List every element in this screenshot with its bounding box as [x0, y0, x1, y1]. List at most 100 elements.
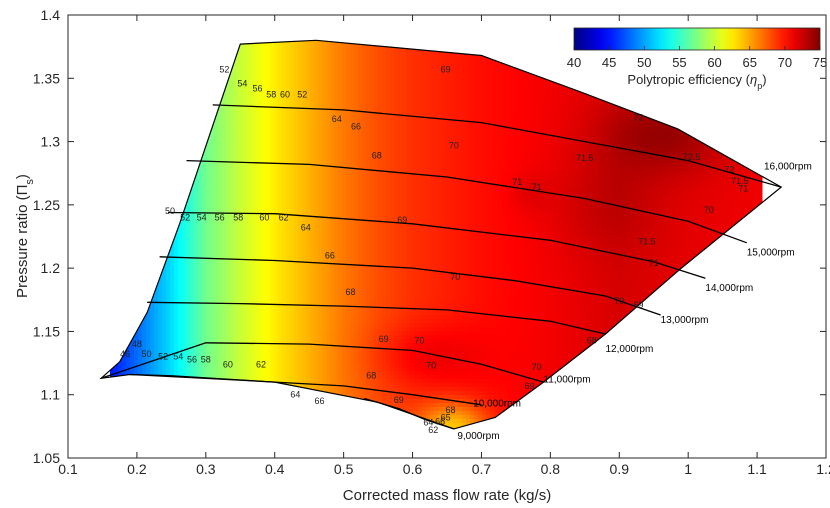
heat-cell [206, 367, 211, 372]
heat-cell [234, 291, 239, 296]
heat-cell [138, 367, 143, 372]
heat-cell [274, 311, 279, 316]
heat-cell [270, 127, 275, 132]
heat-cell [190, 327, 195, 332]
heat-cell [258, 355, 263, 360]
heat-cell [202, 347, 207, 352]
heat-cell [258, 67, 263, 72]
heat-cell [242, 83, 247, 88]
heat-cell [206, 347, 211, 352]
heat-cell [202, 163, 207, 168]
heat-cell [282, 111, 287, 116]
heat-cell [198, 207, 203, 212]
heat-cell [226, 107, 231, 112]
heat-cell [254, 167, 259, 172]
heat-cell [298, 347, 303, 352]
heat-cell [290, 335, 295, 340]
heat-cell [274, 303, 279, 308]
heat-cell [134, 355, 139, 360]
heat-cell [290, 91, 295, 96]
heat-cell [254, 63, 259, 68]
heat-cell [194, 371, 199, 376]
heat-cell [250, 335, 255, 340]
heat-cell [278, 263, 283, 268]
heat-cell [298, 143, 303, 148]
heat-cell [238, 299, 243, 304]
heat-cell [298, 271, 303, 276]
heat-cell [262, 331, 267, 336]
heat-cell [278, 99, 283, 104]
heat-cell [250, 215, 255, 220]
heat-cell [254, 279, 259, 284]
heat-cell [302, 195, 307, 200]
heat-cell [218, 255, 223, 260]
heat-cell [218, 203, 223, 208]
heat-cell [142, 371, 147, 376]
heat-cell [254, 291, 259, 296]
heat-cell [286, 103, 291, 108]
heat-cell [146, 319, 151, 324]
heat-cell [254, 243, 259, 248]
heat-cell [218, 115, 223, 120]
heat-cell [250, 183, 255, 188]
heat-cell [246, 223, 251, 228]
heat-cell [302, 139, 307, 144]
heat-cell [298, 339, 303, 344]
heat-cell [202, 315, 207, 320]
heat-cell [294, 283, 299, 288]
heat-cell [230, 239, 235, 244]
heat-cell [170, 335, 175, 340]
heat-cell [234, 199, 239, 204]
heat-cell [238, 219, 243, 224]
heat-cell [226, 235, 231, 240]
heat-cell [254, 171, 259, 176]
heat-cell [274, 363, 279, 368]
heat-cell [302, 187, 307, 192]
heat-cell [222, 207, 227, 212]
heat-cell [274, 375, 279, 380]
heat-cell [266, 335, 271, 340]
heat-cell [214, 147, 219, 152]
heat-cell [174, 335, 179, 340]
heat-cell [274, 187, 279, 192]
heat-cell [262, 135, 267, 140]
heat-cell [266, 275, 271, 280]
heat-cell [254, 95, 259, 100]
heat-cell [266, 107, 271, 112]
heat-cell [218, 199, 223, 204]
heat-cell [206, 375, 211, 380]
heat-cell [166, 283, 171, 288]
heat-cell [146, 367, 151, 372]
heat-cell [226, 375, 231, 380]
heat-cell [266, 159, 271, 164]
heat-cell [278, 163, 283, 168]
heat-cell [282, 279, 287, 284]
heat-cell [258, 335, 263, 340]
heat-cell [210, 135, 215, 140]
heat-cell [246, 147, 251, 152]
heat-cell [190, 235, 195, 240]
heat-cell [202, 235, 207, 240]
heat-cell [194, 287, 199, 292]
heat-cell [234, 87, 239, 92]
heat-cell [198, 351, 203, 356]
heat-cell [290, 339, 295, 344]
heat-cell [282, 115, 287, 120]
heat-cell [278, 63, 283, 68]
heat-cell [218, 191, 223, 196]
heat-cell [198, 259, 203, 264]
heat-cell [294, 331, 299, 336]
heat-cell [234, 127, 239, 132]
heat-cell [250, 55, 255, 60]
heat-cell [186, 319, 191, 324]
heat-cell [214, 267, 219, 272]
heat-cell [246, 367, 251, 372]
heat-cell [254, 191, 259, 196]
heat-cell [138, 339, 143, 344]
heat-cell [238, 259, 243, 264]
heat-cell [282, 307, 287, 312]
heat-cell [302, 79, 307, 84]
heat-cell [198, 235, 203, 240]
heat-cell [246, 171, 251, 176]
heat-cell [278, 175, 283, 180]
